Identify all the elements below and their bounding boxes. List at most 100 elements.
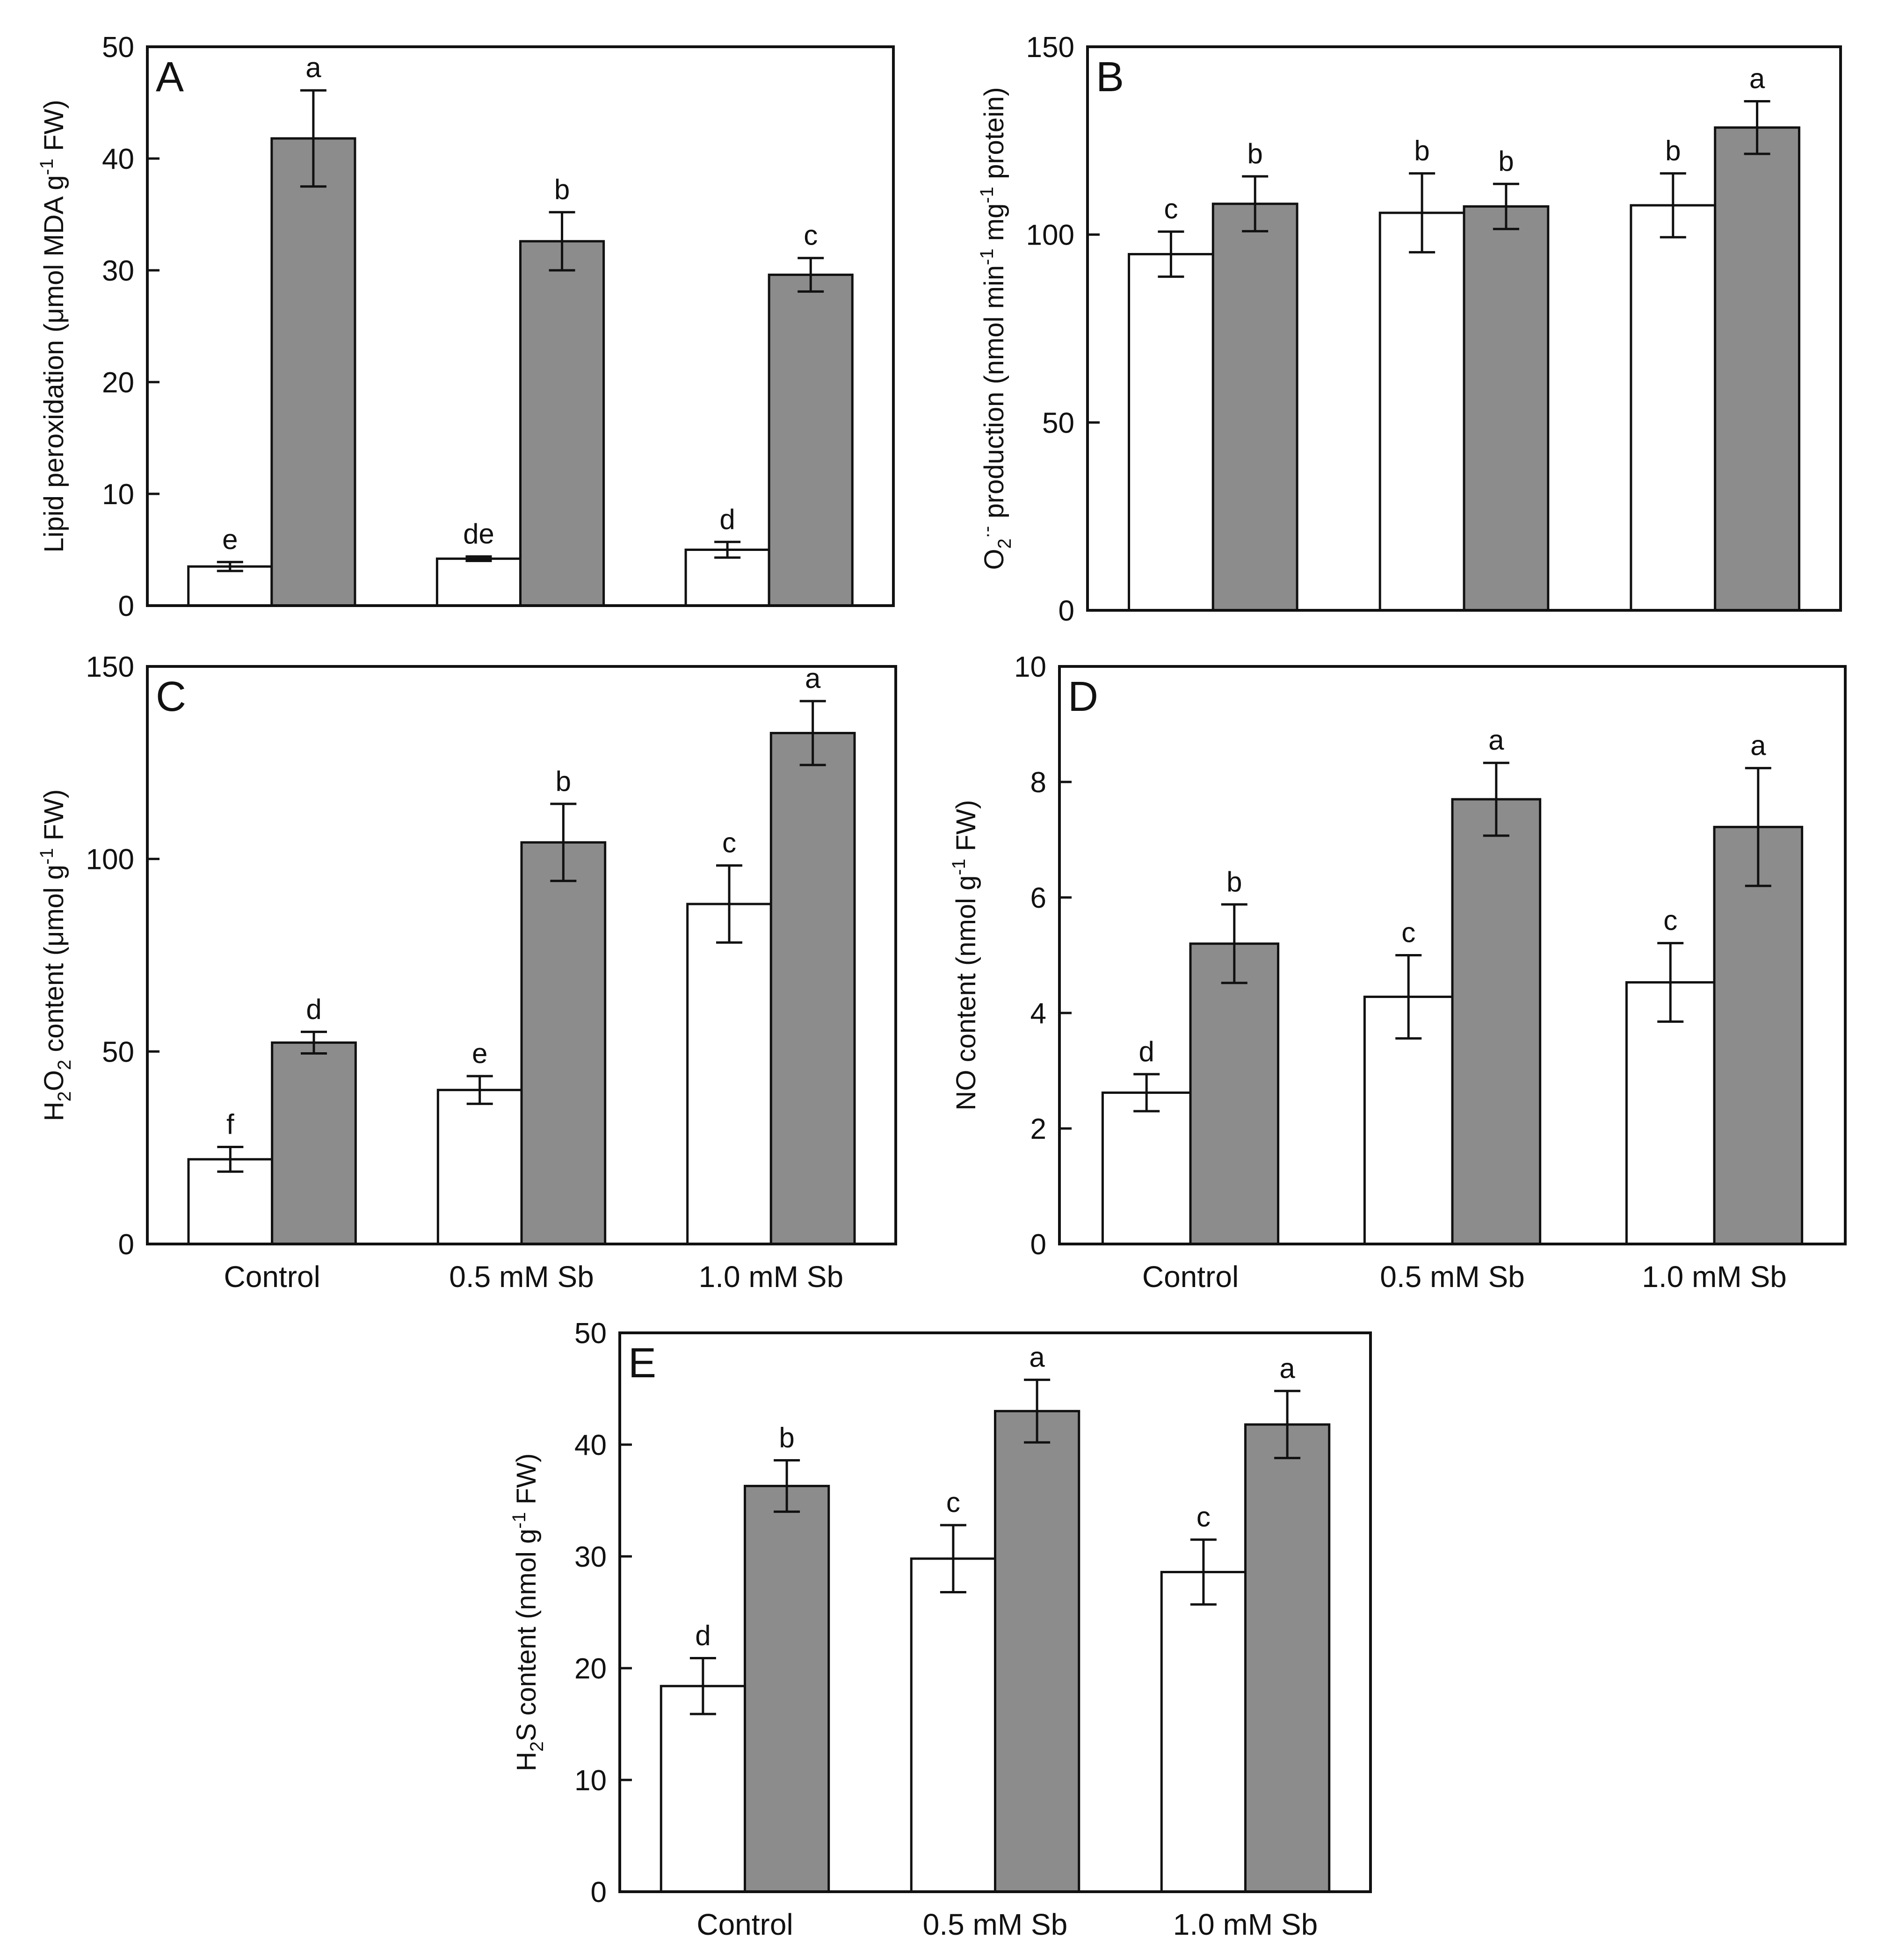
sig-label-a-s0-c1: de [463, 518, 494, 550]
y-tick-label: 100 [86, 844, 134, 876]
panel-letter-c: C [156, 673, 186, 720]
sig-label-c-s1-c2: a [805, 663, 821, 694]
y-tick-label: 20 [574, 1653, 607, 1685]
bar-e-s1-c1 [994, 1410, 1080, 1893]
bar-d-s1-c2 [1713, 825, 1804, 1245]
sig-label-a-s1-c2: c [804, 220, 818, 251]
bar-d-s0-c2 [1625, 981, 1716, 1245]
panel-letter-d: D [1068, 673, 1098, 720]
error-bar-c-s1-c0 [301, 1030, 327, 1055]
panel-letter-e: E [628, 1340, 656, 1387]
error-bar-b-s0-c0 [1158, 230, 1184, 278]
error-bar-c-s0-c1 [466, 1075, 493, 1105]
bar-a-s1-c2 [768, 274, 854, 607]
y-tick-label: 20 [102, 367, 134, 399]
sig-label-a-s0-c2: d [719, 504, 735, 535]
bar-d-s0-c0 [1101, 1091, 1192, 1245]
bar-a-s1-c1 [519, 240, 605, 607]
y-tick-label: 4 [1030, 998, 1046, 1030]
y-tick-label: 0 [1030, 1229, 1046, 1261]
category-label-e-2: 1.0 mM Sb [1173, 1908, 1318, 1941]
sig-label-d-s0-c0: d [1139, 1036, 1154, 1067]
category-label-e-0: Control [696, 1908, 793, 1941]
sig-label-e-s0-c0: d [695, 1620, 711, 1651]
error-bar-b-s0-c2 [1660, 172, 1686, 239]
panel-d: d c c b a a 0 2 4 6 8 10 Control 0.5 mM Sb 1.0 mM Sb D N… [949, 651, 1847, 1294]
y-tick-label: 30 [574, 1541, 607, 1573]
error-bar-d-s1-c0 [1221, 903, 1247, 984]
sig-label-b-s0-c1: b [1414, 135, 1429, 166]
bar-c-s0-c0 [187, 1158, 274, 1245]
error-bar-e-s0-c2 [1190, 1538, 1217, 1606]
error-bar-d-s0-c0 [1133, 1073, 1160, 1113]
panel-e: d c c b a a 0 10 20 30 40 50 Control 0.5 mM Sb 1.0 mM … [509, 1317, 1372, 1941]
bar-a-s0-c0 [187, 565, 273, 607]
sig-label-c-s1-c0: d [306, 993, 321, 1025]
bar-c-s0-c2 [686, 903, 772, 1245]
y-tick-label: 50 [574, 1317, 607, 1350]
sig-label-a-s1-c1: b [554, 174, 570, 205]
y-tick-label: 50 [102, 1036, 134, 1068]
y-tick-label: 10 [1014, 651, 1046, 683]
bar-c-s1-c1 [520, 841, 607, 1245]
bar-b-s1-c0 [1211, 203, 1298, 612]
bar-b-s1-c2 [1714, 126, 1800, 612]
plot-frame [1086, 45, 1842, 612]
error-bar-e-s1-c1 [1024, 1378, 1051, 1444]
bar-c-s1-c2 [769, 731, 856, 1245]
error-bar-a-s0-c1 [465, 555, 492, 562]
bar-e-s0-c2 [1160, 1570, 1247, 1893]
y-axis-title-a: Lipid peroxidation (μmol MDA g-1 FW) [36, 100, 69, 552]
y-tick-label: 40 [102, 143, 134, 175]
bar-d-s1-c1 [1451, 798, 1542, 1245]
y-tick-label: 50 [1042, 407, 1074, 439]
sig-label-b-s1-c2: a [1749, 63, 1765, 94]
bar-a-s0-c1 [435, 557, 522, 607]
bar-c-s0-c1 [436, 1089, 523, 1245]
y-tick-label: 0 [591, 1876, 607, 1909]
category-label-c-2: 1.0 mM Sb [699, 1260, 843, 1294]
sig-label-c-s0-c1: e [472, 1038, 487, 1069]
y-tick-label: 0 [118, 1229, 134, 1261]
plot-frame [618, 1331, 1372, 1893]
error-bar-c-s0-c0 [217, 1146, 244, 1173]
bar-b-s1-c1 [1463, 205, 1550, 612]
error-bar-b-s1-c0 [1242, 175, 1269, 232]
y-tick-label: 30 [102, 255, 134, 287]
sig-label-b-s0-c2: b [1665, 135, 1681, 166]
y-tick-label: 0 [118, 590, 134, 622]
category-label-d-2: 1.0 mM Sb [1642, 1260, 1786, 1294]
y-tick-label: 150 [86, 651, 134, 683]
panel-b: c b b b b a 0 50 100 150 B O2·- production (nmol mi… [977, 31, 1842, 627]
error-bar-a-s1-c1 [549, 211, 575, 272]
sig-label-d-s0-c1: c [1401, 917, 1415, 948]
error-bar-e-s1-c2 [1274, 1389, 1301, 1460]
error-bar-c-s0-c2 [716, 864, 742, 944]
plot-frame [146, 665, 897, 1245]
error-bar-a-s0-c2 [714, 541, 741, 559]
plot-frame [146, 45, 895, 607]
panel-c: f e c d b a 0 50 100 150 Control 0.5 mM Sb 1.0 mM Sb… [36, 651, 897, 1294]
y-axis-title-b: O2·- production (nmol min-1 mg-1 protein… [977, 87, 1015, 570]
y-axis-title-d: NO content (nmol g-1 FW) [949, 800, 981, 1110]
bar-d-s1-c0 [1189, 942, 1280, 1245]
error-bar-a-s1-c2 [798, 257, 824, 293]
y-tick-label: 10 [102, 478, 134, 511]
sig-label-c-s0-c0: f [226, 1109, 234, 1140]
sig-label-e-s0-c2: c [1196, 1501, 1211, 1533]
bar-b-s0-c2 [1630, 204, 1717, 612]
y-tick-label: 2 [1030, 1113, 1046, 1145]
sig-label-d-s1-c0: b [1226, 866, 1242, 897]
error-bar-e-s0-c1 [940, 1524, 966, 1593]
sig-label-e-s1-c2: a [1279, 1352, 1295, 1384]
panel-letter-a: A [156, 54, 184, 101]
category-label-c-1: 0.5 mM Sb [449, 1260, 594, 1294]
sig-label-b-s0-c0: c [1164, 193, 1178, 224]
bar-a-s1-c0 [270, 137, 356, 607]
category-label-c-0: Control [224, 1260, 320, 1294]
error-bar-b-s1-c2 [1744, 100, 1770, 155]
error-bar-a-s1-c0 [300, 89, 326, 188]
bar-e-s0-c0 [660, 1685, 747, 1893]
bar-e-s1-c0 [744, 1484, 830, 1893]
